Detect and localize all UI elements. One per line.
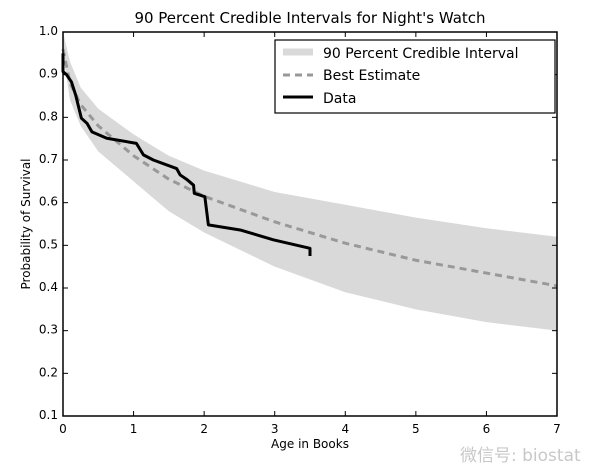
watermark: 微信号: biostat	[460, 446, 581, 466]
y-tick-label: 0.3	[39, 323, 58, 337]
legend-label-data: Data	[323, 91, 356, 107]
legend-label-band: 90 Percent Credible Interval	[323, 46, 518, 62]
y-tick-label: 0.7	[39, 152, 58, 166]
y-tick-label: 1.0	[39, 24, 58, 38]
y-tick-label: 0.1	[39, 408, 58, 422]
x-tick-label: 6	[483, 422, 491, 436]
chart-title: 90 Percent Credible Intervals for Night'…	[134, 9, 485, 27]
plot-frame	[62, 31, 558, 417]
y-axis-label: Probability of Survival	[19, 158, 33, 289]
plot-area	[61, 32, 558, 331]
x-tick-label: 3	[271, 422, 279, 436]
x-tick-label: 4	[341, 422, 349, 436]
y-tick-label: 0.4	[39, 280, 58, 294]
x-tick-label: 1	[130, 422, 138, 436]
data-line	[61, 53, 312, 256]
legend: 90 Percent Credible Interval Best Estima…	[274, 39, 556, 114]
legend-box	[274, 39, 556, 114]
y-axis: 0.1 0.2 0.3 0.4 0.5 0.6 0.7 0.8 0.9 1.0	[39, 24, 557, 422]
best-estimate-line	[61, 48, 558, 288]
y-tick-label: 0.8	[39, 109, 58, 123]
y-tick-label: 0.9	[39, 67, 58, 81]
y-tick-label: 0.5	[39, 237, 58, 251]
y-tick-label: 0.6	[39, 195, 58, 209]
x-tick-label: 2	[200, 422, 208, 436]
x-axis: 0 1 2 3 4 5 6 7	[59, 32, 561, 436]
x-axis-label: Age in Books	[271, 437, 349, 451]
y-tick-label: 0.2	[39, 365, 58, 379]
x-tick-label: 5	[412, 422, 420, 436]
legend-label-best-estimate: Best Estimate	[323, 68, 420, 84]
x-tick-label: 7	[553, 422, 561, 436]
credible-interval-band	[63, 32, 557, 331]
x-tick-label: 0	[59, 422, 67, 436]
